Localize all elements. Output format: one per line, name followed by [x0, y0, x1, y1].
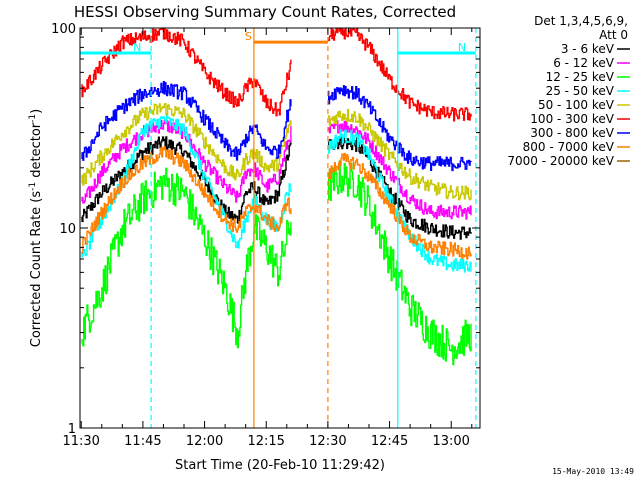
legend-label-100-300-kev: 100 - 300 keV — [530, 112, 614, 126]
legend-header-line-1: Det 1,3,4,5,6,9, — [534, 14, 628, 28]
legend-label-6-12-kev: 6 - 12 keV — [553, 56, 615, 70]
series-line-100-300-kev-b — [327, 28, 472, 122]
legend-label-300-800-kev: 300 - 800 keV — [530, 126, 614, 140]
series-line-6-12-kev-a — [81, 119, 292, 204]
y-axis-label: Corrected Count Rate (s-1 detector-1) — [28, 109, 44, 347]
series-line-50-100-kev-b — [327, 109, 472, 201]
series-line-50-100-kev-a — [81, 102, 292, 186]
series-line-100-300-kev-a — [81, 28, 292, 117]
x-tick-label: 11:30 — [62, 434, 99, 449]
series-line-3-6-kev-a — [81, 136, 292, 224]
series-line-12-25-kev-a — [81, 167, 292, 349]
annotation-label-saa: S — [245, 30, 252, 43]
series-line-300-800-kev-b — [327, 85, 472, 172]
x-axis: 11:30 11:45 12:00 12:15 12:30 12:45 13:00 — [62, 28, 473, 449]
x-tick-label: 12:00 — [186, 434, 223, 449]
legend-label-3-6-kev: 3 - 6 keV — [561, 42, 615, 56]
series-line-300-800-kev-a — [81, 81, 292, 161]
annotation-layer: N NS — [80, 28, 477, 428]
legend-header-line-2: Att 0 — [599, 28, 628, 42]
series-layer — [81, 28, 472, 366]
x-tick-label: 13:00 — [432, 434, 469, 449]
y-tick-label: 100 — [51, 22, 76, 37]
series-line-800-7000-kev-a — [81, 146, 292, 254]
legend-label-800-7000-kev: 800 - 7000 keV — [523, 140, 615, 154]
x-tick-label: 12:15 — [247, 434, 284, 449]
y-tick-label: 10 — [59, 222, 76, 237]
legend-label-12-25-kev: 12 - 25 keV — [546, 70, 615, 84]
chart-title: HESSI Observing Summary Count Rates, Cor… — [74, 3, 456, 21]
footer-date: 15-May-2010 13:49 — [552, 467, 634, 476]
y-axis: 1 10 100 — [51, 22, 480, 437]
y-tick-label: 1 — [68, 422, 76, 437]
x-tick-label: 12:30 — [309, 434, 346, 449]
series-line-3-6-kev-b — [327, 135, 472, 240]
x-tick-label: 12:45 — [371, 434, 408, 449]
x-tick-label: 11:45 — [124, 434, 161, 449]
legend-label-7000-20000-kev: 7000 - 20000 keV — [507, 154, 614, 168]
annotation-label-night: N — [458, 41, 466, 54]
series-line-800-7000-kev-b — [327, 152, 472, 260]
legend-label-25-50-kev: 25 - 50 keV — [546, 84, 615, 98]
series-line-12-25-kev-b — [327, 160, 472, 366]
x-axis-label: Start Time (20-Feb-10 11:29:42) — [175, 458, 385, 473]
annotation-label-night: N — [133, 41, 141, 54]
legend-label-50-100-kev: 50 - 100 keV — [538, 98, 615, 112]
